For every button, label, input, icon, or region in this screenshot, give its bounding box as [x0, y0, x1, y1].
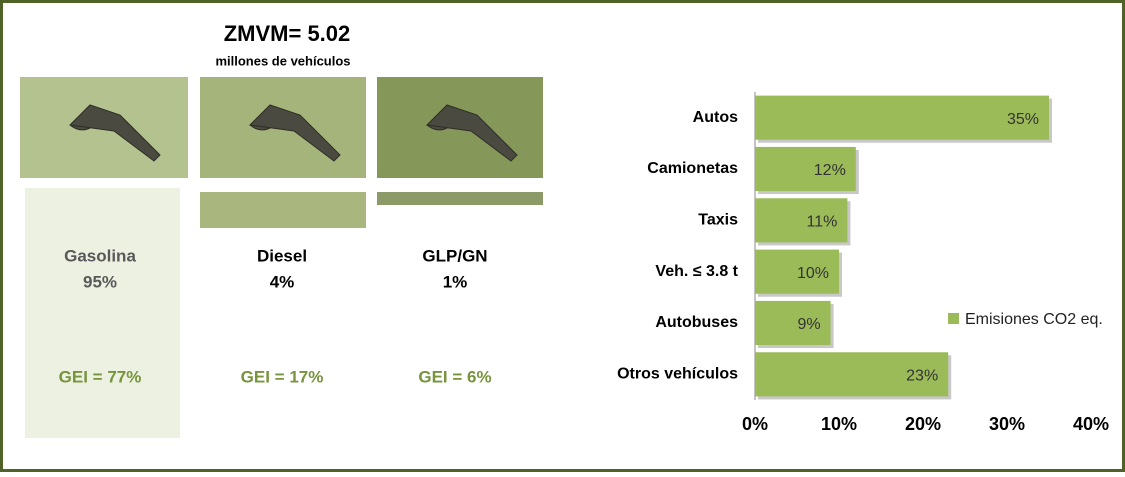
data-label: 10%	[797, 265, 829, 282]
fuel-name: GLP/GN	[422, 246, 487, 265]
legend-swatch	[948, 313, 959, 324]
fuel-share: 4%	[270, 272, 295, 291]
title: ZMVM= 5.02	[224, 21, 351, 46]
glp-bar	[377, 192, 543, 205]
data-label: 35%	[1007, 111, 1039, 128]
y-tick-label: Camionetas	[647, 160, 738, 177]
x-tick-label: 30%	[989, 414, 1025, 434]
y-tick-label: Veh. ≤ 3.8 t	[655, 263, 738, 280]
page: ZMVM= 5.02 millones de vehículos Gasolin…	[0, 0, 1125, 477]
infographic: ZMVM= 5.02 millones de vehículos Gasolin…	[0, 0, 1125, 472]
y-tick-label: Autos	[693, 109, 738, 126]
y-tick-label: Otros vehículos	[617, 366, 738, 383]
diesel-bar	[200, 192, 366, 228]
data-label: 9%	[797, 316, 820, 333]
fuel-share: 1%	[443, 272, 468, 291]
fuel-gei: GEI = 17%	[241, 367, 324, 386]
subtitle: millones de vehículos	[215, 53, 350, 68]
legend-label: Emisiones CO2 eq.	[965, 311, 1103, 328]
x-tick-label: 0%	[742, 414, 768, 434]
fuel-gei: GEI = 6%	[418, 367, 491, 386]
y-tick-label: Autobuses	[655, 314, 738, 331]
fuel-name: Gasolina	[64, 246, 136, 265]
x-tick-label: 40%	[1073, 414, 1109, 434]
x-tick-label: 10%	[821, 414, 857, 434]
data-label: 23%	[906, 368, 938, 385]
fuel-name: Diesel	[257, 246, 307, 265]
data-label: 12%	[814, 162, 846, 179]
fuel-share: 95%	[83, 272, 117, 291]
fuel-gei: GEI = 77%	[59, 367, 142, 386]
y-tick-label: Taxis	[698, 212, 738, 229]
x-tick-label: 20%	[905, 414, 941, 434]
bar	[755, 96, 1049, 140]
data-label: 11%	[807, 214, 838, 231]
gasolina-panel	[25, 188, 180, 438]
